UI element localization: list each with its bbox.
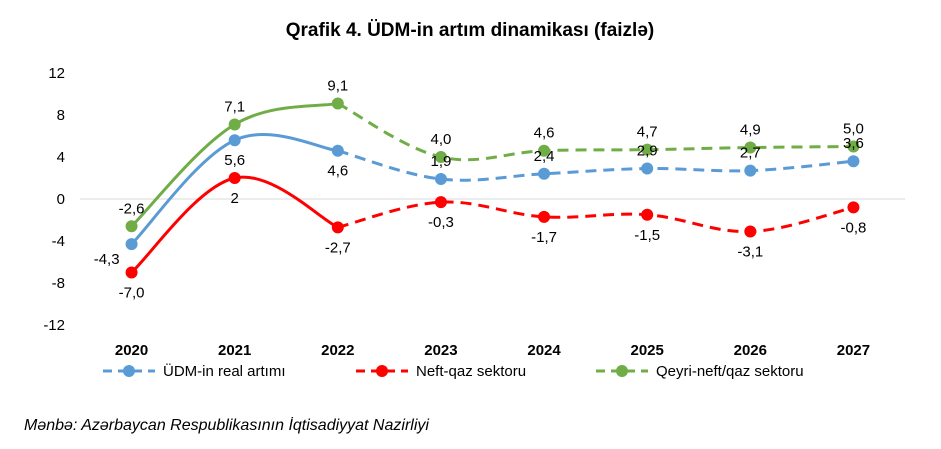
data-point — [538, 144, 551, 157]
data-label: 2,9 — [637, 143, 658, 160]
data-label: -7,0 — [119, 285, 145, 302]
series-line-forecast — [337, 200, 854, 234]
data-point — [434, 173, 447, 186]
data-label: -2,6 — [119, 200, 145, 217]
x-tick-label: 2025 — [631, 342, 664, 359]
legend-marker — [123, 365, 135, 377]
data-label: -4,3 — [94, 251, 120, 268]
data-label: 4,0 — [431, 131, 452, 148]
data-point — [331, 97, 344, 110]
y-tick-label: 8 — [57, 107, 65, 124]
series-line-forecast — [337, 149, 854, 182]
chart-legend: ÜDM-in real artımı Neft-qaz sektoru Qeyri-… — [103, 362, 804, 380]
data-label: -0,8 — [841, 219, 867, 236]
data-point — [228, 172, 241, 184]
series-lines — [130, 101, 854, 274]
data-label: 2 — [231, 190, 239, 207]
data-point — [744, 141, 757, 154]
data-point — [641, 143, 654, 156]
data-point — [847, 140, 860, 153]
y-tick-label: 0 — [57, 191, 65, 208]
data-point — [434, 151, 447, 163]
data-point — [331, 144, 344, 157]
x-tick-label: 2026 — [734, 342, 767, 359]
x-tick-label: 2022 — [321, 342, 354, 359]
legend-label: Neft-qaz sektoru — [416, 363, 526, 380]
source-note: Mənbə: Azərbaycan Respublikasının İqtisa… — [24, 417, 429, 434]
legend-label: Qeyri-neft/qaz sektoru — [656, 363, 804, 380]
data-label: -0,3 — [428, 214, 454, 231]
data-point — [538, 167, 551, 180]
data-label: 9,1 — [327, 77, 348, 94]
data-label: 5,6 — [224, 152, 245, 169]
y-tick-label: 12 — [48, 65, 65, 82]
data-label: 4,9 — [740, 122, 761, 139]
data-point — [641, 208, 654, 221]
series-line-forecast — [337, 102, 854, 162]
legend-marker — [376, 365, 388, 377]
legend-label: ÜDM-in real artımı — [163, 362, 286, 380]
data-point — [538, 210, 551, 223]
data-point — [228, 134, 241, 147]
data-point — [641, 162, 654, 175]
data-label: 2,7 — [740, 145, 761, 162]
data-point — [125, 238, 138, 251]
data-label: -2,7 — [325, 239, 351, 256]
data-label: 2,4 — [534, 148, 555, 165]
data-point — [125, 266, 138, 279]
data-label: -1,5 — [634, 227, 660, 244]
data-point — [228, 118, 241, 131]
data-point — [434, 196, 447, 209]
x-tick-label: 2021 — [218, 342, 251, 359]
data-point — [331, 221, 344, 234]
x-tick-label: 2020 — [115, 342, 148, 359]
data-label: 4,6 — [327, 163, 348, 180]
series-points — [125, 97, 860, 279]
chart-title: Qrafik 4. ÜDM-in artım dinamikası (faizl… — [286, 20, 654, 41]
data-point — [847, 201, 860, 214]
legend-marker — [616, 365, 628, 377]
x-tick-label: 2027 — [837, 342, 870, 359]
data-label: 7,1 — [224, 98, 245, 115]
data-point — [744, 225, 757, 238]
data-label: 4,7 — [637, 124, 658, 141]
chart-axes: 12 8 4 0 -4 -8 -12 2020 2021 2022 2023 2024 2025 2026… — [43, 65, 905, 359]
data-label: 4,6 — [534, 125, 555, 142]
y-tick-label: -4 — [52, 233, 65, 250]
data-point — [125, 220, 138, 233]
x-tick-label: 2023 — [424, 342, 457, 359]
data-label: 5,0 — [843, 121, 864, 138]
data-point — [744, 164, 757, 177]
data-point — [847, 155, 860, 168]
y-tick-label: -8 — [52, 275, 65, 292]
y-tick-label: 4 — [57, 149, 65, 166]
x-tick-label: 2024 — [527, 342, 561, 359]
data-labels: -4,3 5,6 4,6 1,9 2,4 2,9 2,7 3,6 -7,0 2 -2,7 -0,3 -1… — [94, 77, 867, 301]
y-tick-label: -12 — [43, 317, 65, 334]
data-label: -1,7 — [531, 229, 557, 246]
data-label: 3,6 — [843, 135, 864, 152]
data-label: -3,1 — [737, 244, 763, 261]
data-label: 1,9 — [431, 153, 452, 170]
